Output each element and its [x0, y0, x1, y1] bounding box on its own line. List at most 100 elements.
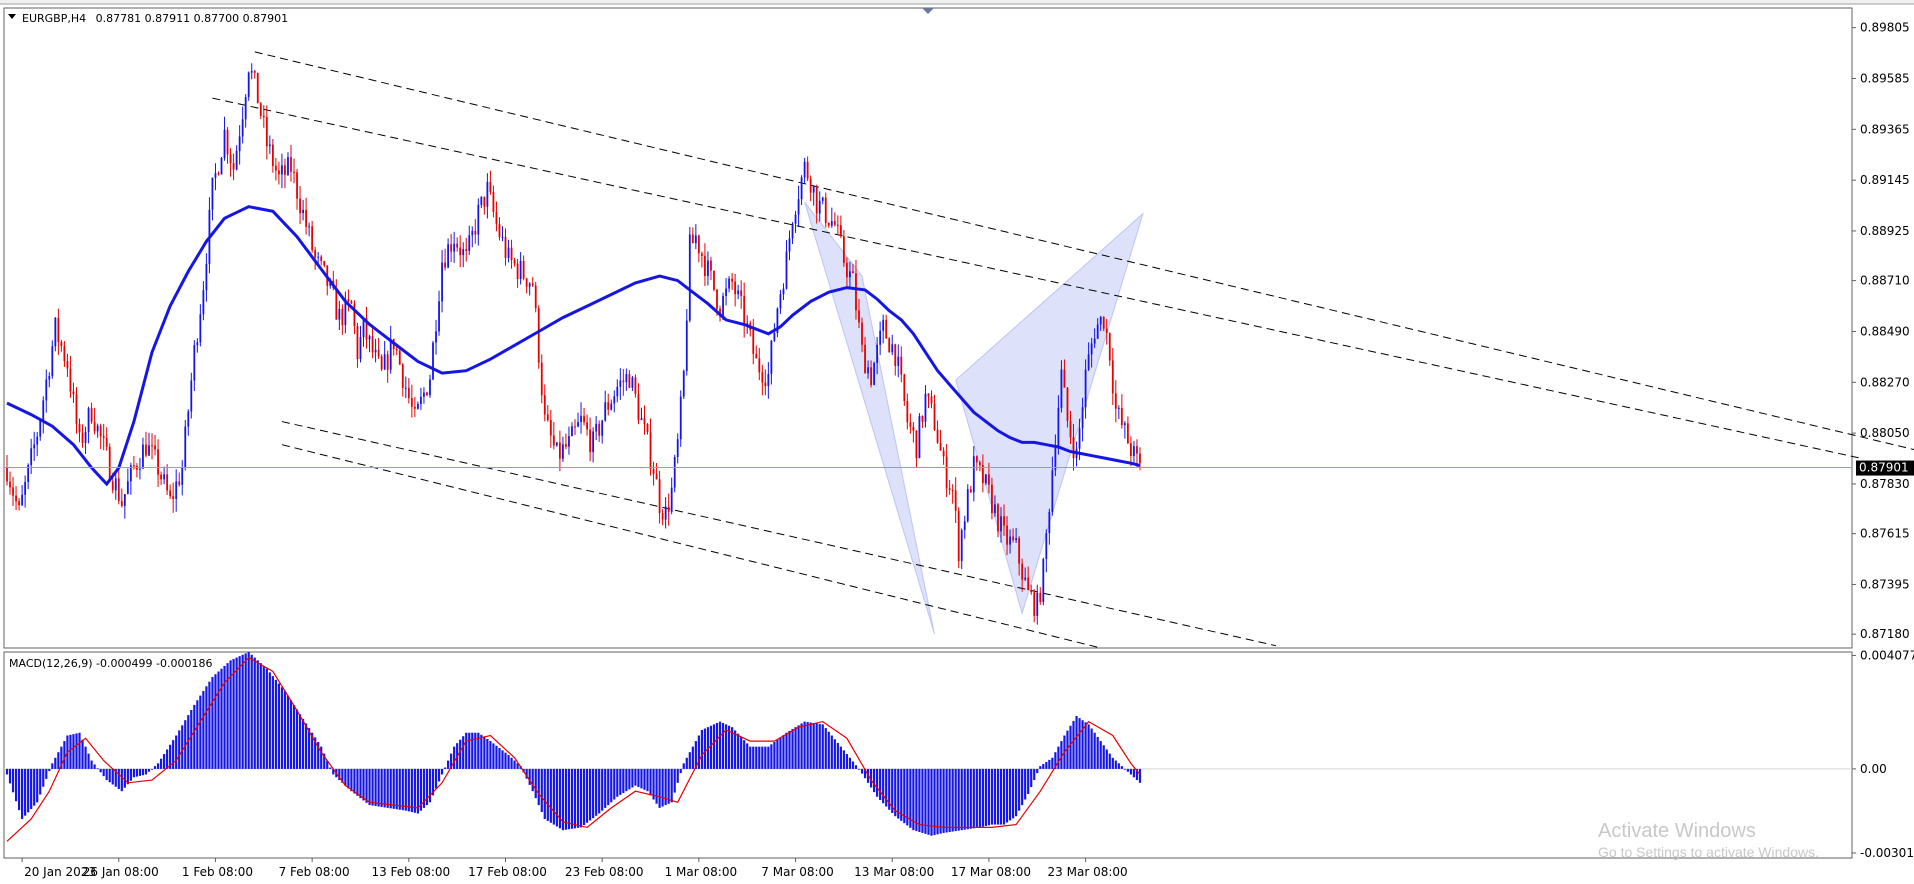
candle-body — [15, 495, 17, 502]
candle-body — [818, 200, 821, 214]
candle-body — [347, 299, 350, 302]
candle-body — [682, 370, 685, 397]
macd-bar — [897, 768, 900, 819]
macd-bar — [295, 709, 299, 769]
macd-bar — [477, 732, 480, 769]
macd-bar — [906, 768, 909, 826]
candle-body — [1030, 590, 1033, 593]
macd-bar — [108, 768, 111, 783]
candle-body — [453, 243, 456, 252]
candle-body — [1012, 536, 1014, 541]
macd-bar — [329, 767, 332, 769]
candle-body — [891, 344, 894, 353]
macd-bar — [661, 768, 664, 807]
candle-body — [111, 481, 114, 491]
candle-body — [278, 170, 280, 175]
candle-body — [1120, 407, 1123, 426]
candle-body — [1090, 343, 1093, 355]
candle-body — [468, 235, 471, 251]
candle-body — [758, 358, 761, 373]
header-dropdown-icon[interactable] — [8, 14, 16, 19]
candle-body — [568, 436, 570, 447]
candle-body — [921, 415, 924, 422]
macd-bar — [1135, 768, 1139, 781]
price-tick-label: 0.89365 — [1860, 122, 1910, 136]
candle-body — [513, 259, 516, 264]
macd-bar — [863, 768, 867, 779]
candle-body — [667, 506, 670, 512]
candle-body — [779, 294, 782, 309]
macd-bar — [114, 768, 117, 787]
macd-bar — [549, 768, 552, 823]
macd-bar — [1005, 768, 1009, 823]
macd-bar — [552, 768, 555, 825]
macd-bar — [1060, 741, 1063, 769]
candle-body — [438, 301, 440, 332]
macd-bar — [845, 754, 849, 769]
macd-bar — [217, 671, 220, 769]
channel-line — [281, 444, 1101, 649]
macd-bar — [525, 768, 528, 779]
candle-body — [308, 226, 311, 228]
candle-body — [395, 349, 398, 351]
macd-bar — [737, 733, 740, 769]
price-panel[interactable] — [3, 7, 1853, 649]
macd-bar — [1054, 752, 1057, 769]
candle-body — [531, 283, 534, 286]
candle-body — [1003, 516, 1005, 526]
macd-bar — [271, 676, 274, 769]
candle-body — [211, 177, 214, 210]
candle-body — [803, 161, 806, 178]
time-tick-label: 23 Feb 08:00 — [565, 865, 644, 879]
candle-body — [459, 247, 462, 256]
candle-body — [108, 446, 111, 482]
candle-body — [232, 162, 235, 170]
macd-bar — [78, 732, 81, 769]
macd-bar — [555, 768, 558, 827]
candle-body — [117, 478, 120, 502]
macd-bar — [280, 687, 284, 769]
candle-body — [317, 256, 320, 258]
macd-bar — [8, 768, 12, 784]
candle-body — [187, 411, 190, 427]
macd-bar — [1042, 764, 1045, 769]
symbol-label: EURGBP,H4 — [22, 12, 86, 25]
candle-body — [423, 392, 425, 397]
candle-body — [951, 489, 954, 491]
macd-bar — [610, 768, 613, 803]
time-axis — [0, 860, 1914, 884]
candle-body — [253, 70, 256, 73]
candle-body — [933, 403, 936, 430]
macd-bar — [990, 768, 994, 825]
candle-body — [900, 356, 903, 375]
macd-bar — [1021, 768, 1024, 806]
macd-bar — [480, 734, 483, 769]
macd-bar — [323, 753, 326, 769]
macd-tick-label: 0.004077 — [1860, 648, 1914, 662]
candle-body — [380, 356, 383, 370]
candle-body — [226, 129, 229, 155]
chart-shift-marker[interactable] — [922, 8, 934, 14]
macd-bar — [11, 768, 15, 793]
macd-bar — [398, 768, 401, 810]
candle-body — [969, 489, 972, 493]
macd-bar — [175, 735, 178, 769]
candle-body — [305, 209, 308, 227]
candle-body — [154, 445, 156, 450]
macd-bar — [169, 744, 172, 769]
candle-body — [429, 379, 431, 396]
candle-body — [752, 329, 755, 354]
macd-bar — [350, 768, 353, 792]
candle-body — [797, 199, 800, 215]
candle-body — [389, 339, 392, 370]
macd-bar — [159, 758, 163, 769]
macd-bar — [598, 768, 601, 814]
macd-bar — [939, 768, 942, 834]
candle-body — [432, 342, 434, 380]
candle-body — [912, 426, 915, 431]
candle-body — [1048, 511, 1051, 534]
macd-bar — [356, 768, 359, 796]
macd-bar — [885, 768, 888, 807]
time-tick-label: 23 Mar 08:00 — [1048, 865, 1128, 879]
